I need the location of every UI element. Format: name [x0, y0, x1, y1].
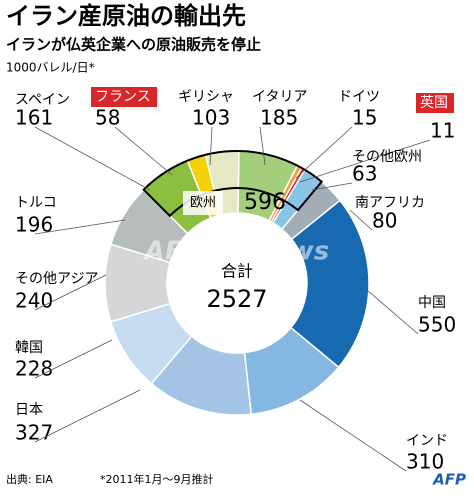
value-label: 327: [15, 421, 53, 445]
group-label-bg: [183, 191, 223, 215]
leader-line: [295, 126, 353, 179]
watermark: AFPBB News: [143, 237, 330, 267]
leader-line: [209, 126, 213, 166]
note: *2011年1月～9月推計: [100, 472, 214, 486]
leader-line: [34, 126, 151, 191]
leader-line: [114, 126, 173, 176]
value-label: 228: [15, 357, 53, 381]
leader-line: [34, 389, 141, 443]
category-label: 中国: [418, 295, 446, 311]
category-label: 英国: [420, 94, 448, 111]
value-label: 161: [15, 106, 53, 130]
value-label: 103: [192, 106, 230, 130]
value-label: 196: [15, 213, 53, 237]
group-label: 欧州: [190, 196, 216, 211]
category-label: 南アフリカ: [355, 195, 425, 211]
value-label: 58: [95, 106, 120, 130]
category-label: ギリシャ: [178, 89, 234, 105]
leader-line: [34, 274, 107, 311]
category-label: その他欧州: [352, 149, 422, 165]
category-label: 韓国: [15, 340, 43, 356]
value-label: 11: [430, 119, 455, 143]
slice: [289, 199, 370, 369]
leader-line: [34, 339, 113, 379]
category-label: トルコ: [15, 195, 57, 211]
center-label: 合計: [221, 262, 253, 281]
leader-line: [299, 139, 431, 183]
category-label: フランス: [95, 89, 151, 105]
value-label: 80: [372, 209, 397, 233]
leader-line: [366, 289, 419, 335]
value-label: 185: [260, 106, 298, 130]
highlight-box: [91, 87, 157, 107]
value-label: 240: [15, 289, 53, 313]
value-label: 63: [352, 162, 377, 186]
leader-line: [311, 182, 353, 191]
leader-line: [299, 399, 407, 472]
category-label: イタリア: [252, 89, 307, 105]
value-label: 310: [406, 450, 444, 474]
unit: 1000バレル/日*: [6, 61, 95, 75]
total: 2527: [206, 285, 267, 313]
source: 出典: EIA: [6, 472, 53, 486]
leader-line: [349, 209, 373, 231]
category-label: その他アジア: [15, 271, 98, 287]
category-label: ドイツ: [338, 89, 380, 105]
value-label: 550: [418, 313, 456, 337]
highlight-box: [416, 93, 454, 113]
category-label: スペイン: [15, 92, 70, 108]
logo: AFP: [432, 471, 466, 489]
title: イラン産原油の輸出先: [6, 2, 246, 30]
group-value: 596: [244, 190, 286, 215]
category-label: 日本: [15, 402, 43, 418]
value-label: 15: [352, 106, 377, 130]
leader-line: [259, 126, 266, 166]
category-label: インド: [406, 433, 448, 449]
subtitle: イランが仏英企業への原油販売を停止: [6, 36, 261, 54]
leader-line: [34, 219, 126, 235]
